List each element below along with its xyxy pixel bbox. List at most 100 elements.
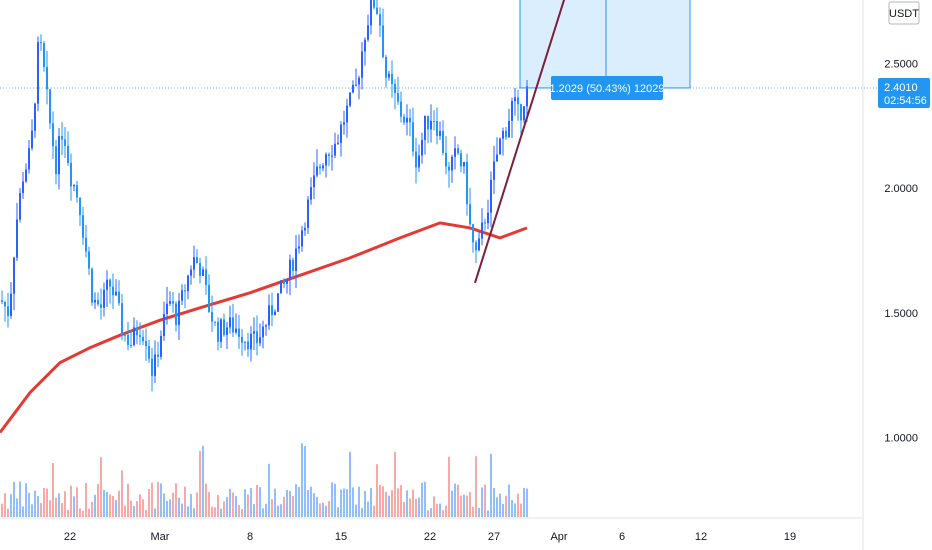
candle-body [469, 204, 471, 225]
volume-bar [316, 496, 318, 517]
candle-body [487, 212, 489, 224]
candle-body [19, 193, 21, 220]
candle-body [352, 84, 354, 93]
volume-bar [409, 498, 411, 517]
candle-body [52, 123, 54, 147]
volume-bar [310, 486, 312, 517]
candle-body [286, 279, 288, 284]
volume-bar [220, 508, 222, 517]
volume-bar [463, 494, 465, 517]
candle-body [226, 327, 228, 335]
candle-body [169, 301, 171, 304]
currency-label: USDT [889, 8, 919, 20]
candle-body [94, 299, 96, 303]
candle-body [64, 139, 66, 146]
candle-body [415, 151, 417, 168]
volume-bar [415, 498, 417, 517]
candle-body [28, 148, 30, 170]
candle-body [241, 336, 243, 343]
volume-bar [169, 499, 171, 517]
volume-bar [502, 503, 504, 517]
candle-body [499, 138, 501, 155]
volume-bar [439, 503, 441, 517]
volume-bar [424, 481, 426, 517]
candle-body [517, 97, 519, 105]
price-range-measure[interactable]: 1.2029 (50.43%) 12029 [519, 0, 691, 100]
candle-body [280, 280, 282, 294]
volume-bar [304, 446, 306, 517]
volume-bar [484, 484, 486, 517]
volume-bar [430, 508, 432, 517]
volume-bar [118, 490, 120, 517]
candle-body [121, 303, 123, 335]
volume-bar [10, 494, 12, 517]
time-axis: 22 Mar 8 15 22 27 Apr 6 12 19 [0, 0, 864, 550]
candle-body [115, 291, 117, 296]
candle-body [307, 199, 309, 228]
volume-bar [133, 506, 135, 517]
volume-bar [325, 505, 327, 517]
volume-bar [4, 493, 6, 517]
candle-body [364, 39, 366, 52]
volume-bar [496, 497, 498, 517]
volume-bar [43, 488, 45, 517]
volume-bar [286, 489, 288, 517]
candle-body [523, 106, 525, 121]
candle-body [250, 333, 252, 350]
volume-bar [445, 505, 447, 517]
candle-body [67, 145, 69, 163]
candle-body [208, 284, 210, 313]
last-price-tag [878, 77, 930, 108]
candle-body [61, 135, 63, 140]
volume-bar [511, 499, 513, 517]
candle-body [133, 327, 135, 346]
volume-bar [460, 495, 462, 517]
volume-bar [16, 498, 18, 517]
volume-bar [52, 462, 54, 517]
candle-body [13, 257, 15, 294]
volume-bar [448, 456, 450, 517]
volume-bar [271, 499, 273, 517]
candle-body [274, 311, 276, 316]
volume-bar [283, 496, 285, 517]
volume-bar [58, 493, 60, 517]
volume-bar [418, 497, 420, 517]
volume-bar [379, 484, 381, 517]
candle-body [361, 51, 363, 78]
candle-body [298, 246, 300, 249]
volume-bar [313, 493, 315, 517]
candle-body [16, 219, 18, 258]
volume-bar [19, 481, 21, 517]
candle-body [184, 290, 186, 292]
candle-body [490, 179, 492, 213]
candle-body [421, 139, 423, 156]
candle-body [196, 257, 198, 264]
candle-body [463, 161, 465, 167]
volume-bar [385, 491, 387, 517]
volume-bar [406, 490, 408, 517]
candle-body [187, 275, 189, 292]
candle-body [475, 242, 477, 251]
candle-body [385, 56, 387, 78]
candle-body [388, 73, 390, 78]
candle-countdown: 02:54:56 [884, 95, 927, 107]
candle-body [451, 156, 453, 171]
candle-body [163, 314, 165, 337]
candle-body [316, 166, 318, 176]
x-tick-label: 22 [64, 531, 76, 543]
volume-bar [217, 495, 219, 517]
volume-bar [238, 504, 240, 517]
volume-bar [493, 487, 495, 517]
volume-bar [22, 506, 24, 517]
x-tick-label: 27 [488, 531, 500, 543]
trend-line[interactable] [474, 0, 603, 284]
volume-bar [367, 501, 369, 517]
volume-bar [205, 483, 207, 517]
candle-body [43, 43, 45, 67]
candle-body [268, 305, 270, 326]
price-axis: 4.50004.00003.50003.00002.50002.00001.50… [884, 1, 920, 445]
volume-bar [376, 464, 378, 517]
candle-body [436, 120, 438, 136]
